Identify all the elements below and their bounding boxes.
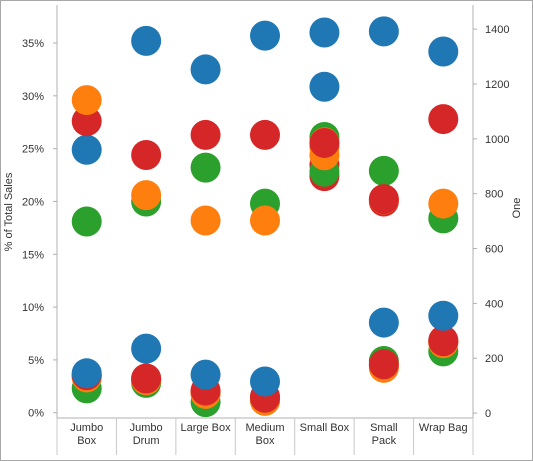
data-point [250, 205, 280, 236]
data-points [71, 16, 459, 418]
right-tick-label: 200 [485, 353, 503, 365]
left-axis-title: % of Total Sales [3, 172, 15, 251]
data-point [428, 36, 459, 67]
right-tick-label: 400 [485, 298, 503, 310]
category-label: Wrap Bag [419, 422, 468, 434]
right-tick-label: 800 [485, 189, 503, 201]
right-tick-label: 1000 [485, 134, 509, 146]
data-point [309, 71, 340, 102]
left-tick-label: 5% [28, 355, 44, 367]
right-tick-label: 600 [485, 244, 503, 256]
left-axis-ticks: 0% 5% 10% 15% 20% 25% 30% 35% [22, 38, 57, 420]
data-point [71, 85, 102, 116]
category-label: Jumbo [130, 422, 163, 434]
data-point [190, 205, 221, 236]
data-point [428, 300, 459, 331]
data-point [250, 119, 280, 150]
right-axis-title: One [511, 198, 523, 219]
left-tick-label: 35% [22, 38, 44, 50]
data-point [428, 326, 459, 357]
category-dividers [56, 418, 474, 455]
category-label: Pack [372, 435, 397, 447]
data-point [190, 152, 221, 183]
right-tick-label: 1400 [485, 24, 509, 36]
data-point [368, 16, 399, 47]
category-label: Box [77, 435, 96, 447]
data-point [131, 363, 162, 394]
data-point [250, 366, 280, 397]
data-point [190, 359, 221, 390]
category-label: Large Box [180, 422, 231, 434]
data-point [190, 54, 221, 85]
category-label: Small Box [300, 422, 350, 434]
category-label: Medium [245, 422, 284, 434]
data-point [368, 307, 399, 338]
data-point [309, 17, 340, 48]
data-point [250, 20, 280, 51]
data-point [71, 134, 102, 165]
data-point [309, 127, 340, 158]
data-point [131, 180, 162, 211]
category-label: Drum [133, 435, 160, 447]
data-point [131, 139, 162, 170]
left-tick-label: 25% [22, 144, 44, 156]
left-tick-label: 15% [22, 249, 44, 261]
right-axis-ticks: 0 200 400 600 800 1000 1200 1400 [473, 24, 509, 420]
right-tick-label: 1200 [485, 79, 509, 91]
data-point [71, 358, 102, 389]
data-point [368, 349, 399, 380]
data-point [131, 333, 162, 364]
data-point [71, 106, 102, 137]
category-label: Jumbo [70, 422, 103, 434]
data-point [428, 104, 459, 135]
category-label: Small [370, 422, 398, 434]
data-point [190, 119, 221, 150]
data-point [131, 25, 162, 56]
left-tick-label: 10% [22, 302, 44, 314]
category-label: Box [256, 435, 275, 447]
left-tick-label: 0% [28, 408, 44, 420]
left-tick-label: 20% [22, 196, 44, 208]
data-point [368, 184, 399, 215]
right-tick-label: 0 [485, 408, 491, 420]
data-point [428, 188, 459, 219]
data-point [368, 155, 399, 186]
data-point [71, 206, 102, 237]
left-tick-label: 30% [22, 91, 44, 103]
